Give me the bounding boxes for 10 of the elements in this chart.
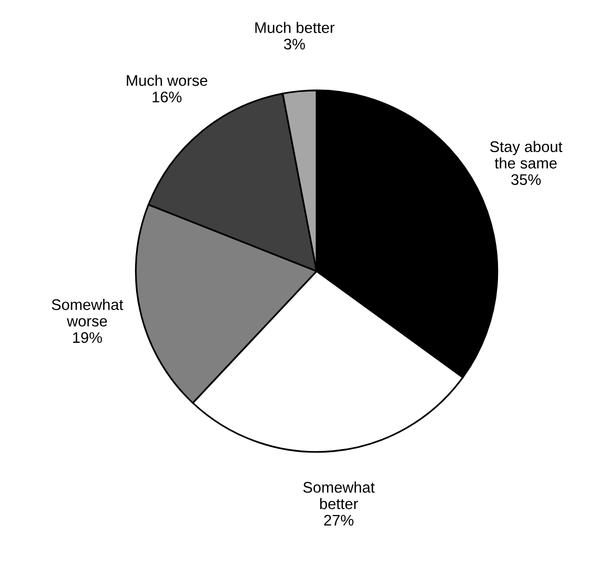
data-label: 3% (284, 38, 305, 50)
slice-label: Stay about the same (490, 140, 562, 169)
slice-label: Somewhat worse (52, 298, 124, 327)
data-label: 35% (511, 174, 541, 186)
slice-label: Much better (255, 22, 335, 34)
data-label: 27% (324, 514, 354, 526)
slice-label: Much worse (126, 74, 208, 86)
data-label: 16% (152, 92, 182, 102)
data-label: 19% (73, 332, 102, 343)
slice-label: Somewhat better (303, 482, 375, 510)
